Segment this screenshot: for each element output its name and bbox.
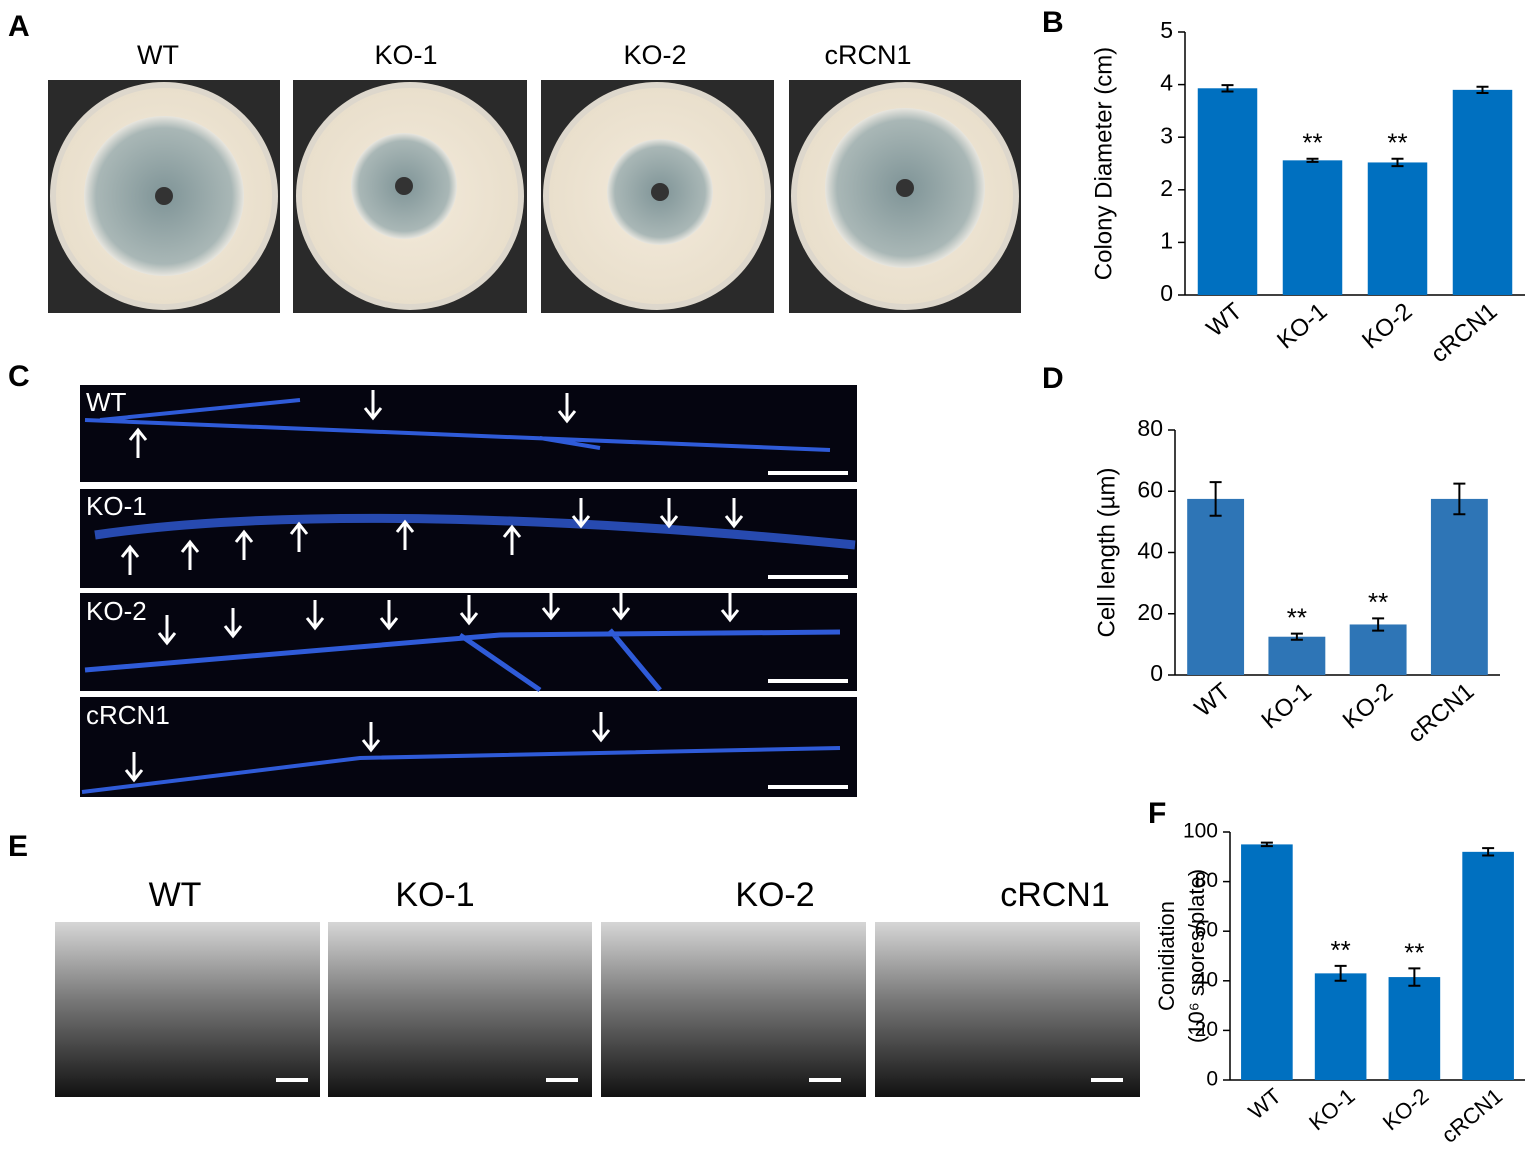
error-bar: [1209, 481, 1222, 517]
x-tick-label: KO-2: [1378, 1083, 1433, 1135]
x-tick-label: cRCN1: [1403, 678, 1480, 748]
bar: [1349, 624, 1407, 675]
y-tick-label: 5: [1160, 17, 1173, 43]
panel-letter: A: [8, 10, 30, 43]
panel-letter: B: [1042, 6, 1064, 39]
significance: **: [1387, 128, 1407, 158]
bar: [1268, 636, 1326, 675]
error-bar: [1334, 964, 1347, 982]
panel-letter: D: [1042, 362, 1064, 395]
y-tick-label: 40: [1137, 538, 1163, 564]
x-tick-label: KO-2: [1338, 678, 1398, 735]
y-axis-label: Colony Diameter (cm): [1090, 47, 1117, 280]
y-tick-label: 4: [1160, 70, 1173, 96]
panel-letter: E: [8, 830, 28, 863]
y-tick-label: 0: [1150, 660, 1163, 686]
x-tick-label: WT: [1244, 1083, 1286, 1124]
y-tick-label: 20: [1195, 1018, 1218, 1041]
error-bar: [1391, 157, 1404, 168]
y-tick-label: 20: [1137, 599, 1163, 625]
bar: [1197, 88, 1258, 295]
y-axis-label: (10⁶ spores/plate): [1184, 869, 1209, 1043]
bar: [1452, 89, 1513, 295]
hypha-label: WT: [86, 387, 127, 417]
y-tick-label: 40: [1195, 968, 1218, 991]
bar: [1282, 160, 1343, 295]
plate: [541, 80, 774, 313]
x-tick-label: WT: [1201, 298, 1247, 343]
plate: [789, 80, 1021, 313]
plate: [293, 80, 527, 313]
bar: [1314, 973, 1367, 1080]
bar: [1241, 844, 1293, 1080]
bar: [1367, 162, 1428, 295]
hypha-label: cRCN1: [86, 700, 170, 730]
x-tick-label: KO-2: [1357, 298, 1417, 355]
x-tick-label: cRCN1: [1437, 1083, 1507, 1148]
panel-letter: C: [8, 360, 30, 393]
error-bar: [1482, 847, 1495, 857]
x-tick-label: cRCN1: [1426, 298, 1503, 368]
plate-label: WT: [137, 40, 179, 70]
significance: **: [1331, 935, 1351, 965]
error-bar: [1476, 85, 1489, 95]
plate: [48, 80, 280, 313]
error-bar: [1260, 841, 1273, 848]
y-tick-label: 0: [1206, 1068, 1218, 1091]
significance: **: [1368, 587, 1388, 617]
conidiophore-label: KO-2: [735, 876, 814, 914]
bar: [1462, 851, 1514, 1080]
conidiophore-label: WT: [149, 876, 202, 914]
y-tick-label: 60: [1137, 476, 1163, 502]
y-tick-label: 100: [1183, 820, 1218, 843]
error-bar: [1453, 482, 1466, 516]
bar: [1430, 498, 1488, 675]
hypha-label: KO-2: [86, 596, 147, 626]
panel-letter: F: [1148, 797, 1166, 830]
error-bar: [1306, 157, 1319, 163]
x-tick-label: KO-1: [1257, 678, 1317, 735]
y-tick-label: 0: [1160, 280, 1173, 306]
error-bar: [1221, 84, 1234, 93]
x-tick-label: KO-1: [1304, 1083, 1359, 1135]
bar: [1388, 977, 1441, 1080]
x-tick-label: WT: [1190, 678, 1236, 723]
plate-label: cRCN1: [824, 40, 911, 70]
significance: **: [1287, 603, 1307, 633]
y-axis-label: Cell length (µm): [1093, 468, 1120, 638]
y-axis-label: Conidiation: [1154, 901, 1179, 1011]
hyphae-images: [80, 385, 857, 797]
error-bar: [1290, 632, 1303, 641]
y-tick-label: 3: [1160, 122, 1173, 148]
x-tick-label: KO-1: [1272, 298, 1332, 355]
plate-images: [48, 80, 1021, 313]
conidiophore-images: [55, 922, 1140, 1097]
significance: **: [1302, 128, 1322, 158]
y-tick-label: 2: [1160, 175, 1173, 201]
conidiophore-label: cRCN1: [1000, 876, 1110, 914]
y-tick-label: 80: [1137, 415, 1163, 441]
conidiophore-label: KO-1: [395, 876, 474, 914]
y-tick-label: 1: [1160, 227, 1173, 253]
y-tick-label: 60: [1195, 919, 1218, 942]
bar: [1187, 498, 1245, 675]
plate-label: KO-1: [374, 40, 437, 70]
error-bar: [1372, 617, 1385, 632]
hypha-label: KO-1: [86, 491, 147, 521]
error-bar: [1408, 967, 1421, 987]
plate-label: KO-2: [623, 40, 686, 70]
y-tick-label: 80: [1195, 869, 1218, 892]
significance: **: [1404, 937, 1424, 967]
